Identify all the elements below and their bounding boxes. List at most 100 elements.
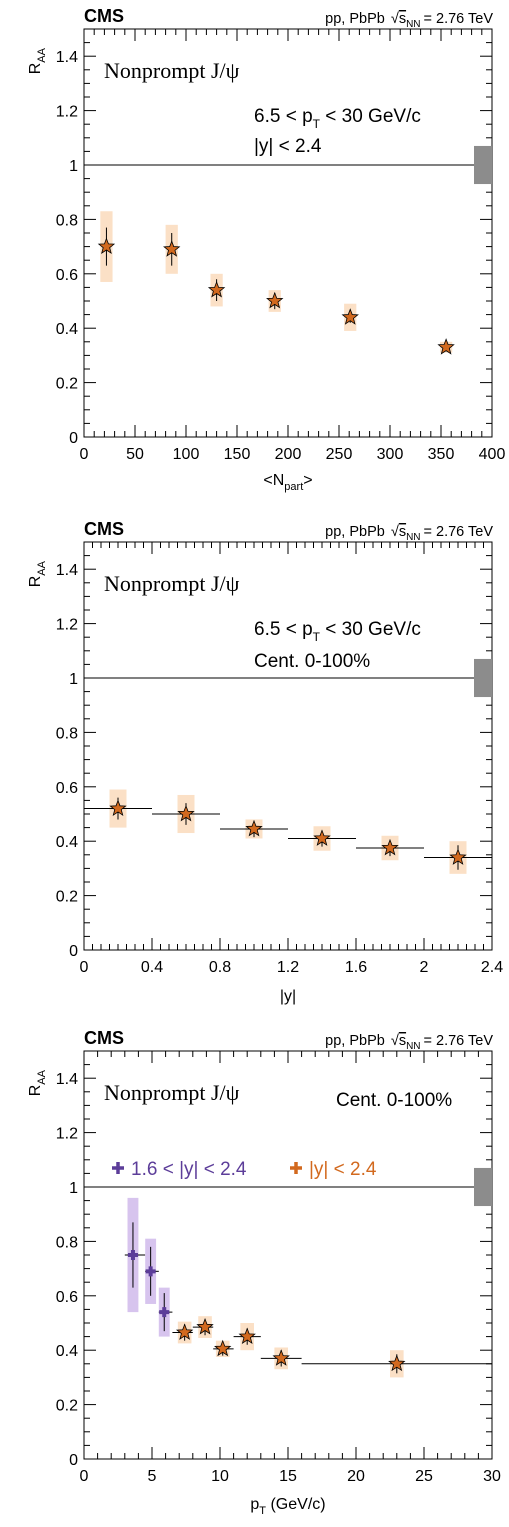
y-axis-title: RAA (27, 560, 48, 587)
data-point (97, 211, 116, 282)
energy-s: s (399, 1033, 406, 1049)
x-tick-label: 0.4 (141, 959, 163, 976)
global-uncertainty-box (474, 658, 492, 698)
star-marker (341, 308, 359, 325)
y-tick-label: 1 (69, 158, 78, 175)
data-point (260, 1347, 302, 1370)
x-tick-label: 2 (420, 959, 429, 976)
data-point (233, 1323, 261, 1351)
y-tick-label: 0.6 (56, 780, 78, 797)
y-ticks: 0 0.2 0.4 0.6 0.8 1 1.2 1.4 (56, 28, 492, 447)
x-ticks: 0 0.4 0.8 1.2 1.6 2 2.4 (80, 542, 503, 976)
y-tick-label: 0.6 (56, 267, 78, 284)
cross-marker (127, 1250, 138, 1260)
x-tick-label: 0 (80, 446, 89, 463)
legend: 1.6 < |y| < 2.4 |y| < 2.4 (112, 1159, 377, 1180)
x-tick-label: 1.2 (277, 959, 299, 976)
data-point (341, 303, 359, 331)
x-tick-label: 300 (377, 446, 404, 463)
x-tick-label: 1.6 (345, 959, 367, 976)
plot-frame (83, 28, 493, 438)
chart-panel-npart: CMS pp, PbPb √sNN = 2.76 TeV 00.20.40.60.8… (27, 6, 505, 493)
data-point (192, 1316, 214, 1338)
plot-frame (83, 541, 493, 951)
star-marker (449, 848, 467, 865)
star-marker (272, 1349, 290, 1366)
data-point (288, 826, 356, 851)
data-point (213, 1339, 234, 1357)
annotation-rapidity: |y| < 2.4 (254, 136, 322, 157)
data-point (124, 1197, 146, 1313)
collision-header: pp, PbPb √sNN = 2.76 TeV (325, 11, 493, 30)
chart-panel-pt: CMS pp, PbPb √sNN = 2.76 TeV 00.20.40.60.8… (27, 1028, 501, 1517)
data-point (424, 841, 492, 874)
y-tick-label: 0.2 (56, 889, 78, 906)
x-tick-label: 30 (483, 1468, 501, 1485)
y-tick-label: 0.4 (56, 1343, 78, 1360)
y-ticks: 0 0.2 0.4 0.6 0.8 1 1.2 1.4 (56, 541, 492, 960)
x-tick-label: 2.4 (481, 959, 503, 976)
data-point (172, 1321, 194, 1344)
x-tick-label: 50 (126, 446, 144, 463)
x-tick-label: 10 (211, 1468, 229, 1485)
annotation-centrality: Cent. 0-100% (336, 1090, 452, 1111)
system-label: pp, PbPb (325, 524, 385, 540)
y-tick-label: 1.4 (56, 1071, 78, 1088)
data-point (356, 835, 424, 861)
energy-value: = 2.76 TeV (424, 1033, 494, 1049)
experiment-label: CMS (84, 6, 124, 26)
legend-item-forward: 1.6 < |y| < 2.4 (112, 1159, 247, 1180)
cross-marker (159, 1307, 170, 1318)
y-tick-label: 0 (69, 430, 78, 447)
star-marker (381, 838, 399, 856)
y-tick-label: 0.2 (56, 376, 78, 393)
data-series (124, 1197, 492, 1378)
star-marker (313, 829, 331, 846)
collision-header: pp, PbPb √sNN = 2.76 TeV (325, 524, 493, 543)
y-axis-title: RAA (27, 47, 48, 74)
y-axis-title: RAA (27, 1069, 48, 1096)
x-tick-label: 0.8 (209, 959, 231, 976)
x-tick-label: 250 (326, 446, 353, 463)
data-point (266, 290, 284, 312)
x-tick-label: 100 (173, 446, 200, 463)
x-axis-title: |y| (280, 988, 296, 1005)
energy-sub: NN (406, 532, 420, 543)
annotation-pt-range: 6.5 < pT < 30 GeV/c (254, 619, 421, 644)
experiment-label: CMS (84, 1028, 124, 1048)
legend-label-forward: 1.6 < |y| < 2.4 (131, 1159, 247, 1180)
energy-sub: NN (406, 1041, 420, 1052)
y-tick-label: 0.8 (56, 725, 78, 742)
star-marker (207, 280, 226, 298)
chart-title: Nonprompt J/ψ (104, 58, 240, 83)
x-tick-label: 5 (148, 1468, 157, 1485)
star-marker (196, 1317, 214, 1335)
data-point (152, 794, 220, 834)
system-label: pp, PbPb (325, 1033, 385, 1049)
data-point (158, 1287, 173, 1337)
data-point (437, 338, 455, 355)
annotation-pt-range: 6.5 < pT < 30 GeV/c (254, 106, 421, 131)
y-tick-label: 1.2 (56, 104, 78, 121)
data-point (301, 1350, 492, 1378)
y-tick-label: 0.4 (56, 834, 78, 851)
energy-value: = 2.76 TeV (424, 11, 494, 27)
y-tick-label: 1.4 (56, 49, 78, 66)
energy-value: = 2.76 TeV (424, 524, 494, 540)
star-marker (245, 819, 263, 837)
x-axis-title: pT (GeV/c) (250, 1496, 325, 1517)
data-point (84, 789, 152, 828)
x-tick-label: 0 (80, 959, 89, 976)
collision-header: pp, PbPb √sNN = 2.76 TeV (325, 1033, 493, 1052)
y-tick-label: 0.8 (56, 1234, 78, 1251)
chart-title: Nonprompt J/ψ (104, 571, 240, 596)
cross-marker (145, 1266, 156, 1277)
y-tick-label: 1.2 (56, 617, 78, 634)
annotation-centrality: Cent. 0-100% (254, 651, 370, 672)
series-0 (124, 1197, 173, 1337)
x-ticks: 0 5 10 15 20 25 30 (80, 1051, 501, 1485)
data-point (163, 224, 181, 274)
data-point (220, 819, 288, 839)
x-tick-label: 150 (224, 446, 251, 463)
